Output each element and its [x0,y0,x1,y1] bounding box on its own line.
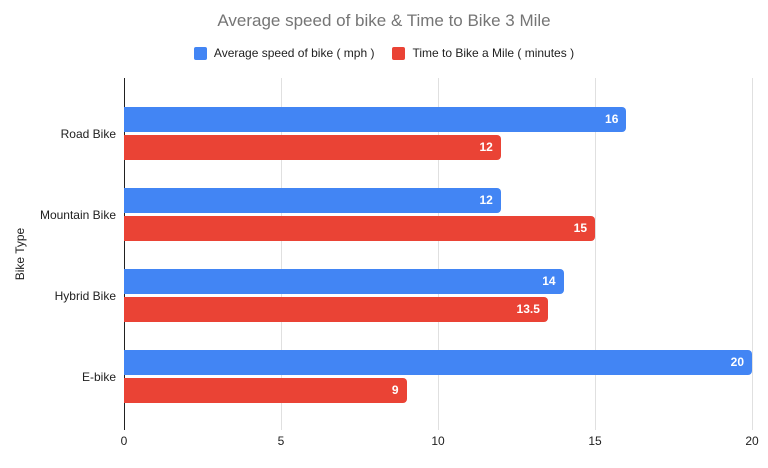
x-tick-label-5: 5 [277,434,285,448]
x-tick-label-10: 10 [431,434,445,448]
bar-value-label: 12 [479,193,493,207]
bar-value-label: 16 [605,112,619,126]
legend: Average speed of bike ( mph ) Time to Bi… [0,46,768,60]
bar-hybrid-bike-time: 13.5 [124,297,548,322]
x-tick-label-0: 0 [120,434,128,448]
category-label-e-bike: E-bike [81,369,116,384]
bar-road-bike-speed: 16 [124,107,627,132]
bar-value-label: 12 [479,140,493,154]
legend-swatch-time-to-bike [392,46,406,60]
y-axis-title: Bike Type [13,227,27,281]
legend-label-time-to-bike: Time to Bike a Mile ( minutes ) [412,46,575,60]
bar-mountain-bike-time: 15 [124,216,595,241]
x-tick-label-20: 20 [745,434,759,448]
category-label-mountain-bike: Mountain Bike [39,207,116,222]
legend-label-average-speed: Average speed of bike ( mph ) [213,46,375,60]
bar-e-bike-speed: 20 [124,350,752,375]
chart-title: Average speed of bike & Time to Bike 3 M… [217,11,551,30]
bar-hybrid-bike-speed: 14 [124,269,564,294]
bar-e-bike-time: 9 [124,378,407,403]
gridline-x-20 [752,78,753,430]
category-label-hybrid-bike: Hybrid Bike [54,288,116,303]
legend-item-time-to-bike: Time to Bike a Mile ( minutes ) [392,46,574,60]
bar-value-label: 9 [391,383,399,397]
bar-value-label: 15 [573,221,587,235]
bar-value-label: 20 [730,355,744,369]
bar-mountain-bike-speed: 12 [124,188,501,213]
gridline-x-5 [281,78,282,430]
y-axis-line [124,78,125,430]
bar-value-label: 13.5 [516,302,540,316]
gridline-x-10 [438,78,439,430]
category-label-road-bike: Road Bike [60,126,116,141]
gridline-x-15 [595,78,596,430]
x-tick-label-15: 15 [588,434,602,448]
plot-area: 16 12 12 15 14 13.5 20 9 [124,78,753,430]
legend-item-average-speed: Average speed of bike ( mph ) [193,46,375,60]
bar-road-bike-time: 12 [124,135,501,160]
bar-value-label: 14 [542,274,556,288]
legend-swatch-average-speed [193,46,207,60]
